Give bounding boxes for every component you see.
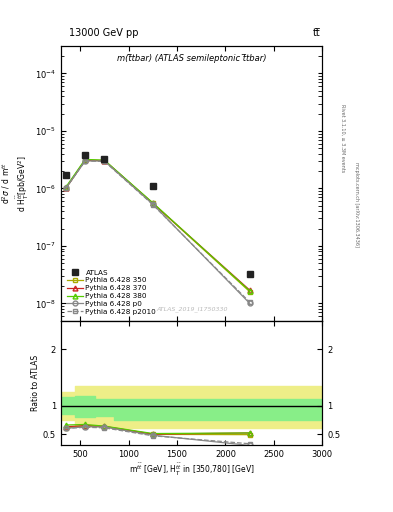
Text: m(t̅tbar) (ATLAS semileptonic t̅tbar): m(t̅tbar) (ATLAS semileptonic t̅tbar) [117, 54, 266, 63]
Legend: ATLAS, Pythia 6.428 350, Pythia 6.428 370, Pythia 6.428 380, Pythia 6.428 p0, Py: ATLAS, Pythia 6.428 350, Pythia 6.428 37… [64, 267, 158, 317]
Text: tt̅: tt̅ [312, 28, 320, 38]
Y-axis label: Ratio to ATLAS: Ratio to ATLAS [31, 355, 40, 411]
Text: Rivet 3.1.10, ≥ 3.3M events: Rivet 3.1.10, ≥ 3.3M events [340, 104, 345, 173]
Text: 13000 GeV pp: 13000 GeV pp [69, 28, 138, 38]
Y-axis label: d$^2\sigma$ / d m$^{\bar{t}\bar{t}}$
d H$_T^{\bar{t}\bar{t}}$[pb/GeV$^2$]: d$^2\sigma$ / d m$^{\bar{t}\bar{t}}$ d H… [0, 155, 31, 211]
Text: mcplots.cern.ch [arXiv:1306.3436]: mcplots.cern.ch [arXiv:1306.3436] [354, 162, 359, 247]
Text: ATLAS_2019_I1750330: ATLAS_2019_I1750330 [156, 307, 227, 312]
X-axis label: m$^{\bar{t}\bar{t}}$ [GeV], H$_T^{\bar{t}\bar{t}}$ in [350,780] [GeV]: m$^{\bar{t}\bar{t}}$ [GeV], H$_T^{\bar{t… [129, 462, 255, 478]
